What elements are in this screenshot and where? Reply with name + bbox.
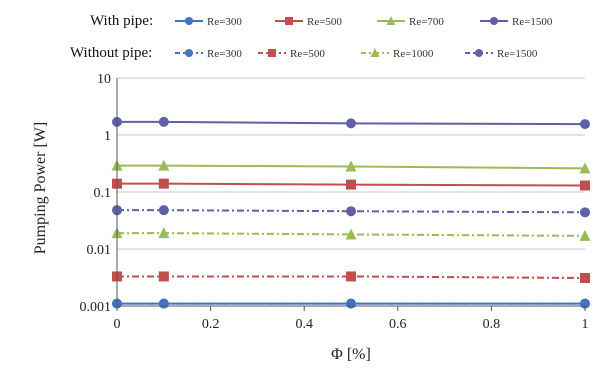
- data-point-with-pipe-re-500: [158, 178, 169, 189]
- x-tick-label: 0.2: [202, 317, 220, 332]
- legend-group-without-pipe: Without pipe:: [70, 45, 152, 61]
- legend-marker-with-pipe-re-1500: [490, 17, 498, 25]
- data-point-with-pipe-re-700: [579, 162, 591, 174]
- legend: With pipe: Without pipe: Re=300 Re=500 Re=…: [70, 13, 553, 61]
- y-tick-label: 0.01: [87, 243, 112, 258]
- legend-item-without-pipe-re-1000: Re=1000: [361, 48, 434, 60]
- legend-marker-with-pipe-re-700: [386, 16, 396, 25]
- series-line-with-pipe-re-700: [117, 164, 586, 170]
- series-without-pipe-re-1500: [112, 205, 590, 218]
- legend-items: Re=300 Re=500 Re=700 Re=1500 Re=300 Re=500 Re=…: [175, 16, 553, 60]
- x-tick-label: 0.6: [389, 317, 407, 332]
- legend-label-with-pipe-re-500: Re=500: [307, 16, 342, 28]
- series-line-without-pipe-re-1000: [117, 232, 586, 237]
- series-without-pipe-re-1000: [111, 227, 591, 241]
- data-point-without-pipe-re-1500: [580, 207, 590, 218]
- data-point-with-pipe-re-300: [158, 298, 169, 309]
- data-point-with-pipe-re-700: [158, 159, 170, 171]
- legend-marker-with-pipe-re-500: [285, 17, 293, 25]
- legend-item-with-pipe-re-500: Re=500: [275, 16, 342, 28]
- gridlines: [117, 77, 585, 250]
- series-with-pipe-re-300: [112, 298, 590, 309]
- series-line-with-pipe-re-500: [117, 182, 586, 187]
- y-axis-title: Pumping Power [W]: [32, 122, 49, 254]
- data-point-with-pipe-re-300: [346, 298, 356, 309]
- legend-item-with-pipe-re-300: Re=300: [175, 16, 242, 28]
- series-line-with-pipe-re-1500: [117, 120, 586, 126]
- x-tick-label: 1: [582, 317, 589, 332]
- legend-item-without-pipe-re-500: Re=500: [258, 48, 325, 60]
- legend-marker-without-pipe-re-1500: [475, 49, 483, 57]
- legend-label-without-pipe-re-1500: Re=1500: [497, 48, 538, 60]
- legend-label-without-pipe-re-300: Re=300: [207, 48, 242, 60]
- legend-marker-without-pipe-re-300: [185, 49, 193, 57]
- data-point-without-pipe-re-500: [346, 271, 356, 282]
- axes: 0.001 0.01 0.1 1 10 0 0.2 0.4 0.6 0.8 1: [80, 72, 589, 332]
- y-tick-label: 1: [104, 129, 111, 144]
- series-without-pipe-re-500: [112, 271, 590, 283]
- data-point-without-pipe-re-1500: [346, 206, 356, 217]
- legend-item-with-pipe-re-700: Re=700: [377, 16, 444, 28]
- legend-group-with-pipe: With pipe:: [90, 13, 153, 29]
- legend-label-without-pipe-re-1000: Re=1000: [393, 48, 434, 60]
- legend-label-with-pipe-re-700: Re=700: [409, 16, 444, 28]
- x-tick-label: 0: [114, 317, 121, 332]
- legend-label-with-pipe-re-300: Re=300: [207, 16, 242, 28]
- series-line-without-pipe-re-1500: [117, 209, 586, 214]
- legend-item-with-pipe-re-1500: Re=1500: [480, 16, 553, 28]
- data-point-with-pipe-re-1500: [580, 119, 590, 130]
- y-tick-label: 10: [97, 72, 111, 87]
- legend-item-without-pipe-re-1500: Re=1500: [465, 48, 538, 60]
- data-point-with-pipe-re-500: [580, 180, 590, 191]
- legend-label-with-pipe-re-1500: Re=1500: [512, 16, 553, 28]
- legend-item-without-pipe-re-300: Re=300: [175, 48, 242, 60]
- x-tick-label: 0.4: [295, 317, 313, 332]
- series-with-pipe-re-1500: [112, 116, 590, 130]
- legend-marker-with-pipe-re-300: [185, 17, 193, 25]
- y-tick-label: 0.001: [80, 300, 112, 315]
- series-line-without-pipe-re-500: [117, 275, 586, 279]
- data-point-with-pipe-re-1500: [158, 116, 169, 127]
- plot-area: [111, 116, 591, 309]
- data-point-without-pipe-re-1500: [158, 205, 169, 216]
- x-axis-title: Φ [%]: [331, 346, 371, 363]
- data-point-without-pipe-re-500: [580, 272, 590, 283]
- series-with-pipe-re-500: [112, 178, 590, 191]
- data-point-without-pipe-re-500: [158, 271, 169, 282]
- legend-marker-without-pipe-re-1000: [370, 48, 380, 57]
- data-point-without-pipe-re-1000: [158, 227, 170, 239]
- legend-label-without-pipe-re-500: Re=500: [290, 48, 325, 60]
- series-with-pipe-re-700: [111, 159, 591, 174]
- data-point-without-pipe-re-1000: [345, 228, 357, 240]
- x-tick-label: 0.8: [483, 317, 501, 332]
- data-point-with-pipe-re-1500: [346, 118, 356, 129]
- data-point-without-pipe-re-1000: [579, 229, 591, 241]
- data-point-with-pipe-re-500: [346, 179, 356, 190]
- legend-marker-without-pipe-re-500: [268, 49, 276, 57]
- data-point-with-pipe-re-700: [345, 160, 357, 172]
- y-tick-label: 0.1: [94, 186, 112, 201]
